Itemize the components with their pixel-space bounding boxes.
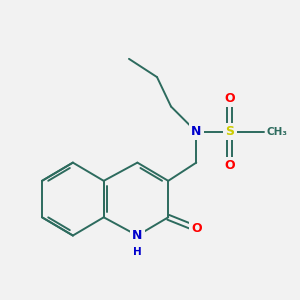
Text: O: O — [225, 92, 235, 105]
Text: O: O — [225, 159, 235, 172]
Text: N: N — [191, 125, 202, 138]
Text: N: N — [132, 229, 142, 242]
Text: CH₃: CH₃ — [266, 127, 287, 137]
Text: H: H — [133, 248, 142, 257]
Text: O: O — [191, 222, 202, 235]
Text: S: S — [225, 125, 234, 138]
